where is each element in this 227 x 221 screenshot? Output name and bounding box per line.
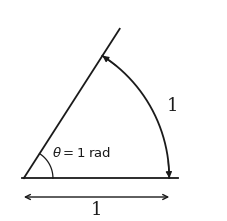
Text: $\theta = 1 \; \mathrm{rad}$: $\theta = 1 \; \mathrm{rad}$ [52, 146, 111, 160]
Text: 1: 1 [166, 97, 177, 115]
Text: 1: 1 [90, 201, 102, 219]
